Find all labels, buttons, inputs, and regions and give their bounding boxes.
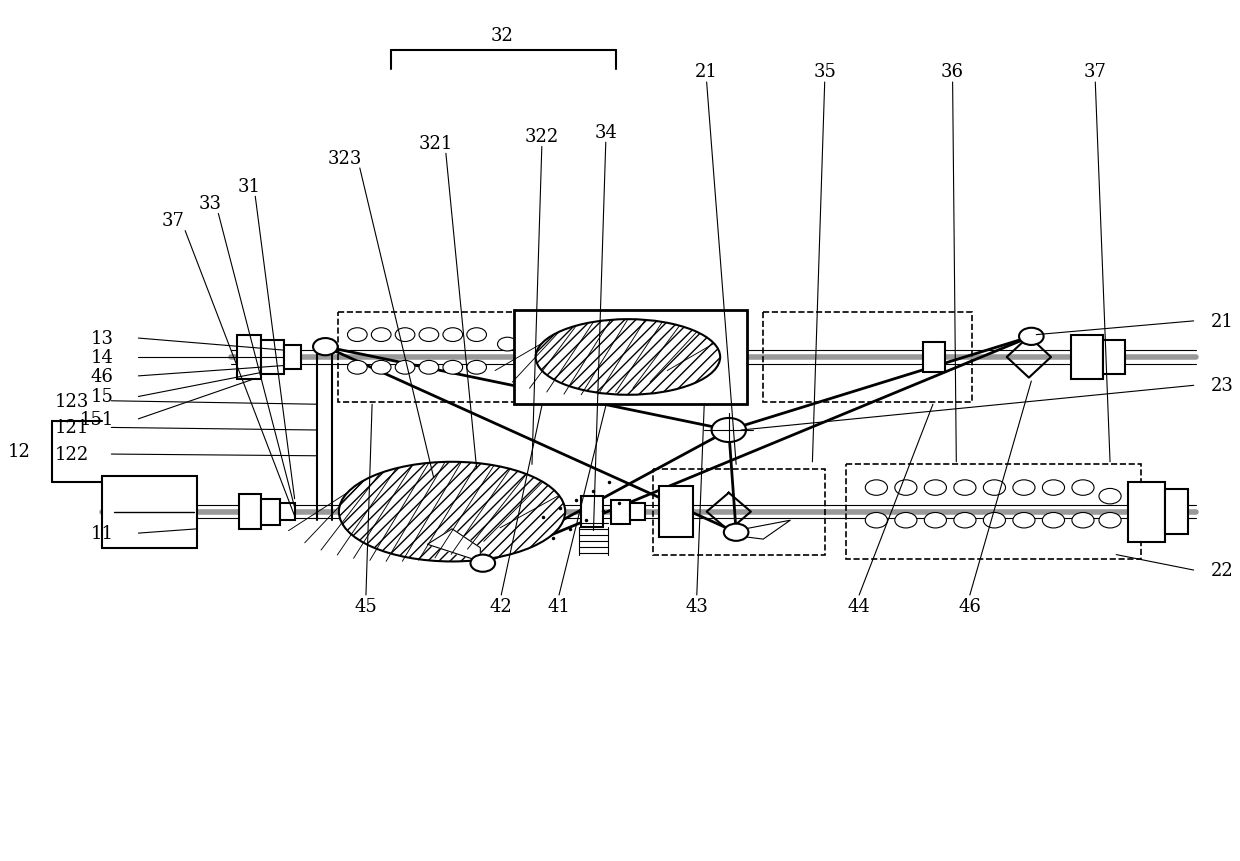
Circle shape: [983, 480, 1006, 496]
Bar: [652, 469, 825, 555]
Circle shape: [1019, 328, 1044, 345]
Circle shape: [347, 361, 367, 375]
Text: 11: 11: [91, 524, 114, 542]
Ellipse shape: [536, 319, 720, 395]
Text: 121: 121: [55, 419, 89, 437]
Bar: [1070, 335, 1102, 380]
Circle shape: [712, 418, 746, 443]
Circle shape: [1099, 513, 1121, 529]
Circle shape: [1099, 489, 1121, 505]
Circle shape: [443, 328, 463, 342]
Bar: [262, 340, 284, 375]
Ellipse shape: [339, 462, 565, 562]
Text: 44: 44: [848, 598, 870, 616]
Text: 32: 32: [491, 27, 513, 45]
Text: 321: 321: [419, 135, 454, 153]
Text: 22: 22: [1211, 561, 1234, 579]
Circle shape: [954, 513, 976, 529]
Polygon shape: [737, 521, 790, 540]
Bar: [846, 465, 1141, 560]
Text: 15: 15: [91, 388, 114, 406]
Bar: [239, 495, 262, 530]
Bar: [610, 500, 630, 524]
Circle shape: [1043, 480, 1064, 496]
Circle shape: [724, 524, 749, 542]
Bar: [280, 504, 295, 521]
Bar: [513, 310, 748, 405]
Text: 31: 31: [238, 177, 260, 195]
Bar: [102, 476, 197, 548]
Circle shape: [895, 480, 916, 496]
Text: 35: 35: [813, 63, 836, 81]
Circle shape: [924, 480, 946, 496]
Text: 37: 37: [161, 212, 185, 230]
Circle shape: [396, 328, 415, 342]
Circle shape: [895, 513, 916, 529]
Circle shape: [866, 480, 888, 496]
Circle shape: [443, 361, 463, 375]
Circle shape: [1043, 513, 1064, 529]
Bar: [658, 486, 693, 538]
Text: 41: 41: [548, 598, 570, 616]
Circle shape: [924, 513, 946, 529]
Circle shape: [516, 357, 536, 371]
Circle shape: [312, 338, 337, 356]
Circle shape: [466, 328, 486, 342]
Bar: [337, 313, 620, 402]
Circle shape: [466, 361, 486, 375]
Circle shape: [419, 328, 439, 342]
Text: 33: 33: [198, 195, 221, 213]
Circle shape: [419, 361, 439, 375]
Circle shape: [866, 513, 888, 529]
Bar: [1102, 340, 1125, 375]
Text: 34: 34: [594, 124, 618, 142]
Bar: [923, 342, 945, 373]
Bar: [763, 313, 972, 402]
Bar: [1128, 482, 1166, 542]
Text: 36: 36: [941, 63, 965, 81]
Circle shape: [371, 328, 391, 342]
Bar: [262, 499, 280, 525]
Circle shape: [497, 338, 517, 351]
Circle shape: [371, 361, 391, 375]
Text: 21: 21: [1211, 313, 1234, 331]
Circle shape: [954, 480, 976, 496]
Text: 123: 123: [55, 393, 89, 411]
Circle shape: [1071, 480, 1094, 496]
Bar: [284, 345, 301, 369]
Text: 46: 46: [91, 368, 114, 386]
Circle shape: [347, 328, 367, 342]
Text: 42: 42: [490, 598, 512, 616]
Circle shape: [396, 361, 415, 375]
Circle shape: [1071, 513, 1094, 529]
Bar: [1166, 490, 1188, 535]
Circle shape: [1013, 480, 1035, 496]
Text: 45: 45: [355, 598, 377, 616]
Text: 14: 14: [91, 349, 114, 367]
Text: 21: 21: [696, 63, 718, 81]
Text: 323: 323: [327, 150, 362, 167]
Bar: [630, 504, 645, 521]
Text: 13: 13: [91, 330, 114, 348]
Bar: [237, 335, 262, 380]
Text: 43: 43: [686, 598, 708, 616]
Text: 322: 322: [525, 128, 559, 146]
Text: 23: 23: [1211, 377, 1234, 395]
Text: 46: 46: [959, 598, 981, 616]
Circle shape: [983, 513, 1006, 529]
Text: 12: 12: [7, 443, 30, 461]
Text: 122: 122: [55, 445, 89, 463]
Text: 151: 151: [79, 411, 114, 428]
Polygon shape: [428, 530, 480, 562]
Bar: [582, 497, 604, 528]
Circle shape: [470, 555, 495, 572]
Text: 37: 37: [1084, 63, 1107, 81]
Circle shape: [1013, 513, 1035, 529]
